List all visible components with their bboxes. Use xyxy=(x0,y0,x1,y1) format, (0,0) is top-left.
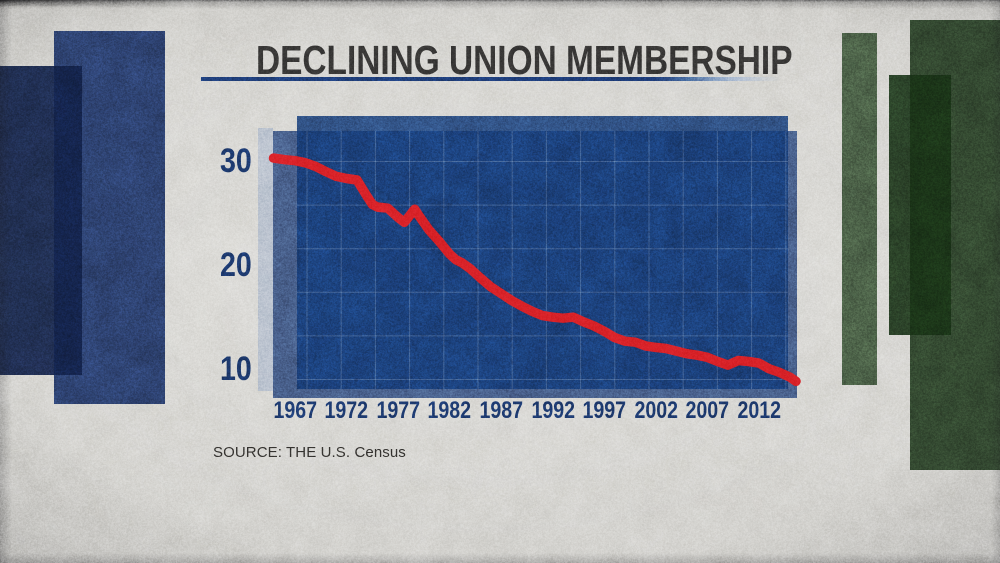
x-tick-label: 2012 xyxy=(737,396,781,424)
y-tick-text: 10 xyxy=(220,350,252,389)
chart-panel-highlight xyxy=(258,128,273,391)
page-title: DECLINING UNION MEMBERSHIP xyxy=(256,37,906,83)
page-title-text: DECLINING UNION MEMBERSHIP xyxy=(256,37,793,83)
deco-rect-green-band xyxy=(842,33,877,385)
title-underline xyxy=(201,76,781,82)
deco-rect-navy-dark xyxy=(0,66,82,375)
y-tick-text: 30 xyxy=(220,141,252,180)
y-tick-text: 20 xyxy=(220,246,252,284)
top-edge-shadow xyxy=(0,0,190,7)
deco-rect-green-dark xyxy=(889,75,951,335)
y-tick-label: 10 xyxy=(142,352,252,386)
chart-panel-front xyxy=(297,116,788,389)
y-tick-label: 20 xyxy=(142,248,252,282)
source-note: SOURCE: THE U.S. Census xyxy=(213,443,406,461)
y-tick-label: 30 xyxy=(142,144,252,178)
